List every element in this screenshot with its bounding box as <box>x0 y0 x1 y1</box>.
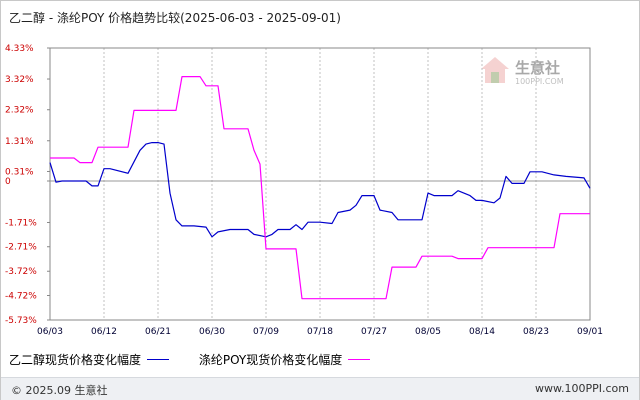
y-tick-label: 1.31% <box>5 137 34 147</box>
watermark-url: 100PPI.COM <box>515 77 564 86</box>
grid <box>49 48 591 320</box>
series-line-2 <box>50 76 590 300</box>
series-lines <box>49 76 591 300</box>
y-tick-labels: 4.33% 3.32% 2.32% 1.31% 0.31%0 -1.71% -2.71% -3… <box>5 44 37 326</box>
plot-border <box>49 47 591 321</box>
x-tick-label: 07/18 <box>307 327 333 337</box>
x-tick-label: 08/05 <box>415 327 441 337</box>
footer-copyright: © 2025.09 生意社 <box>11 384 108 397</box>
footer-link[interactable]: www.100PPI.com <box>535 382 629 395</box>
legend: 乙二醇现货价格变化幅度 涤纶POY现货价格变化幅度 <box>9 351 396 368</box>
house-logo-icon <box>481 57 509 83</box>
x-tick-label: 08/23 <box>523 327 549 337</box>
y-tick-label: -1.71% <box>5 218 37 228</box>
x-tick-label: 07/09 <box>253 327 279 337</box>
y-tick-label: 3.32% <box>5 75 34 85</box>
legend-label-series-2: 涤纶POY现货价格变化幅度 <box>198 353 343 367</box>
x-tick-label: 08/14 <box>469 327 495 337</box>
watermark-text: 生意社 <box>515 59 561 77</box>
legend-swatch-series-2 <box>348 359 371 360</box>
watermark: 生意社 100PPI.COM <box>479 55 579 95</box>
y-tick-label: 2.32% <box>5 106 34 116</box>
y-tick-label: 4.33% <box>5 44 34 54</box>
legend-swatch-series-1 <box>147 359 170 360</box>
x-tick-label: 07/27 <box>361 327 387 337</box>
x-tick-labels: 06/03 06/12 06/21 06/30 07/09 07/18 07/27 08/05… <box>37 327 603 337</box>
x-tick-label: 06/12 <box>91 327 117 337</box>
x-tick-label: 06/30 <box>199 327 225 337</box>
legend-label-series-1: 乙二醇现货价格变化幅度 <box>9 353 142 367</box>
chart-title: 乙二醇 - 涤纶POY 价格趋势比较(2025-06-03 - 2025-09-… <box>9 11 341 25</box>
footer: © 2025.09 生意社 www.100PPI.com <box>1 377 639 400</box>
legend-item-series-1: 乙二醇现货价格变化幅度 <box>9 351 170 368</box>
x-tick-label: 06/03 <box>37 327 63 337</box>
axes <box>47 47 591 321</box>
series-line-1 <box>49 142 591 238</box>
y-tick-label: 0.31% <box>5 167 34 177</box>
y-tick-label: -3.72% <box>5 267 37 277</box>
y-tick-label: -2.71% <box>5 243 37 253</box>
y-tick-label: -4.72% <box>5 291 37 301</box>
y-tick-label: -5.73% <box>5 316 37 326</box>
x-tick-label: 06/21 <box>145 327 171 337</box>
legend-item-series-2: 涤纶POY现货价格变化幅度 <box>198 351 371 368</box>
x-tick-label: 09/01 <box>577 327 603 337</box>
y-tick-label: 0 <box>5 177 11 187</box>
